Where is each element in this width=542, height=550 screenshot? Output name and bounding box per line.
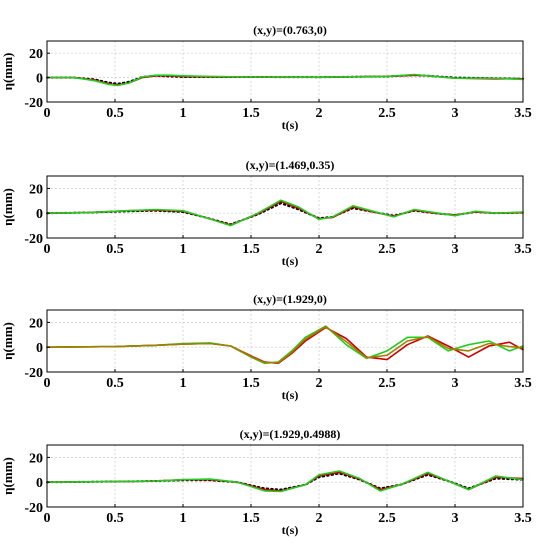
series-line-3 xyxy=(46,470,524,493)
chart-panel-4: 0 0.5 1 1.5 2 2.5 3 3.5-20020(x,y)=(1.929,0.498… xyxy=(0,427,532,537)
y-tick-label: 0 xyxy=(36,341,43,356)
y-tick-label: 0 xyxy=(36,72,43,87)
chart-title: (x,y)=(1.929,0) xyxy=(253,292,327,306)
y-axis-label: η(mm) xyxy=(0,53,15,91)
x-tick-label: 0 xyxy=(44,511,51,526)
x-axis-label: t(s) xyxy=(282,388,299,402)
x-tick-label: 3.5 xyxy=(514,511,532,526)
chart-panel-2: 0 0.5 1 1.5 2 2.5 3 3.5-20020(x,y)=(1.469,0.35)… xyxy=(0,158,532,268)
y-axis-label: η(mm) xyxy=(0,188,15,226)
x-tick-label: 0 xyxy=(44,242,51,257)
x-tick-label: 3.5 xyxy=(514,106,532,121)
y-tick-label: 20 xyxy=(29,316,43,331)
x-tick-label: 2 xyxy=(316,242,323,257)
x-tick-label: 1.5 xyxy=(242,242,260,257)
plot-area xyxy=(47,41,523,102)
y-tick-label: 20 xyxy=(29,182,43,197)
y-axis-label: η(mm) xyxy=(0,322,15,360)
y-tick-label: -20 xyxy=(24,501,43,516)
x-tick-label: 0.5 xyxy=(106,106,124,121)
x-axis-label: t(s) xyxy=(282,118,299,132)
x-tick-label: 0.5 xyxy=(106,242,124,257)
x-tick-label: 2 xyxy=(316,106,323,121)
axes-frame xyxy=(46,175,524,239)
x-tick-label: 1 xyxy=(180,242,187,257)
x-tick-label: 2.5 xyxy=(378,242,396,257)
plot-area xyxy=(47,176,523,238)
chart-panel-3: 0 0.5 1 1.5 2 2.5 3 3.5-20020(x,y)=(1.929,0)t(s… xyxy=(0,292,532,402)
series-line-3 xyxy=(46,325,524,364)
x-tick-label: 1 xyxy=(180,511,187,526)
x-tick-label: 3 xyxy=(452,376,459,391)
plot-area xyxy=(47,310,523,372)
chart-title: (x,y)=(0.763,0) xyxy=(253,23,327,37)
series-line-3 xyxy=(46,73,524,87)
y-tick-label: 20 xyxy=(29,47,43,62)
x-axis-label: t(s) xyxy=(282,523,299,537)
chart-title: (x,y)=(1.929,0.4988) xyxy=(240,427,341,441)
y-tick-label: -20 xyxy=(24,366,43,381)
y-tick-label: -20 xyxy=(24,96,43,111)
axes-frame xyxy=(46,309,524,373)
x-tick-label: 1.5 xyxy=(242,511,260,526)
x-tick-label: 0.5 xyxy=(106,511,124,526)
x-tick-label: 3 xyxy=(452,242,459,257)
x-axis-label: t(s) xyxy=(282,254,299,268)
x-tick-label: 2.5 xyxy=(378,511,396,526)
x-tick-label: 0 xyxy=(44,376,51,391)
y-tick-label: 20 xyxy=(29,451,43,466)
x-tick-label: 0 xyxy=(44,106,51,121)
x-tick-label: 1 xyxy=(180,106,187,121)
x-tick-label: 2.5 xyxy=(378,106,396,121)
x-tick-label: 2 xyxy=(316,376,323,391)
axes-frame xyxy=(46,444,524,508)
y-tick-label: 0 xyxy=(36,476,43,491)
chart-panel-1: 0 0.5 1 1.5 2 2.5 3 3.5-20020(x,y)=(0.763,0)t(s… xyxy=(0,23,532,132)
plot-area xyxy=(47,445,523,507)
x-tick-label: 1 xyxy=(180,376,187,391)
series-line-3 xyxy=(46,199,524,227)
x-tick-label: 2.5 xyxy=(378,376,396,391)
x-tick-label: 3 xyxy=(452,511,459,526)
x-tick-label: 3.5 xyxy=(514,242,532,257)
y-tick-label: 0 xyxy=(36,207,43,222)
x-tick-label: 3.5 xyxy=(514,376,532,391)
chart-title: (x,y)=(1.469,0.35) xyxy=(246,158,335,172)
x-tick-label: 1.5 xyxy=(242,376,260,391)
axes-frame xyxy=(46,40,524,103)
x-tick-label: 1.5 xyxy=(242,106,260,121)
y-axis-label: η(mm) xyxy=(0,457,15,495)
x-tick-label: 3 xyxy=(452,106,459,121)
y-tick-label: -20 xyxy=(24,232,43,247)
x-tick-label: 2 xyxy=(316,511,323,526)
x-tick-label: 0.5 xyxy=(106,376,124,391)
